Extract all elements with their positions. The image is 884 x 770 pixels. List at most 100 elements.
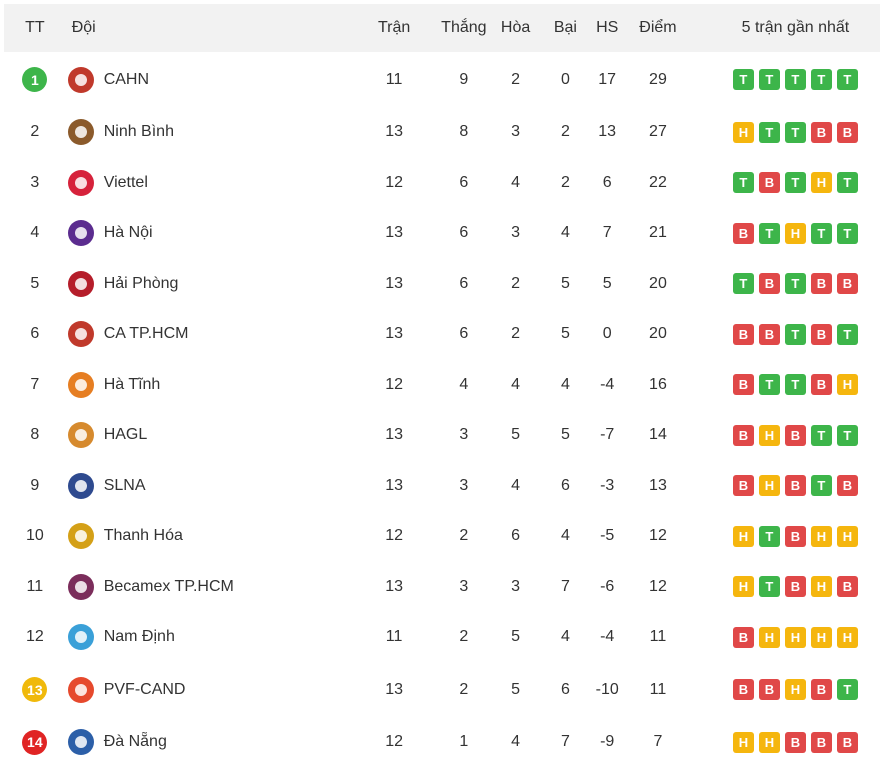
team-name[interactable]: Viettel xyxy=(103,173,148,191)
viettel-logo-icon xyxy=(67,169,94,196)
goal-difference-cell: -6 xyxy=(600,577,615,595)
points-cell: 29 xyxy=(649,70,667,88)
table-row[interactable]: 8 HAGL 13 3 5 5 -7 14 B H B T T xyxy=(4,410,880,461)
team-name[interactable]: Hà Nội xyxy=(103,224,153,241)
table-row[interactable]: 4 Hà Nội 13 6 3 4 7 21 B T H T T xyxy=(4,208,880,259)
logo-emblem xyxy=(74,378,87,391)
drawn-cell: 4 xyxy=(511,476,521,494)
team-cell[interactable]: Hải Phòng xyxy=(66,270,373,297)
table-row[interactable]: 5 Hải Phòng 13 6 2 5 5 20 T B T B B xyxy=(4,258,880,310)
rank-number: 9 xyxy=(30,476,40,494)
table-row[interactable]: 7 Hà Tĩnh 12 4 4 4 -4 16 B T T B H xyxy=(4,359,880,411)
rank-cell: 13 xyxy=(4,677,66,702)
thanh-hoa-logo-icon xyxy=(67,523,94,549)
becamex-logo-icon xyxy=(67,573,94,600)
played-cell: 13 xyxy=(385,577,403,595)
points-cell: 11 xyxy=(649,680,667,698)
points-cell: 20 xyxy=(649,274,667,292)
logo-emblem xyxy=(74,227,87,239)
form-result-badge: B xyxy=(784,525,806,547)
rank-badge: 1 xyxy=(22,67,48,92)
rank-cell: 14 xyxy=(4,729,66,755)
won-cell: 2 xyxy=(459,628,469,645)
table-row[interactable]: 6 CA TP.HCM 13 6 2 5 0 20 B B T B T xyxy=(4,309,880,360)
rank-badge: 13 xyxy=(22,677,48,702)
goal-difference-cell: 0 xyxy=(602,325,612,342)
team-cell[interactable]: HAGL xyxy=(66,422,373,448)
team-cell[interactable]: Hà Nội xyxy=(66,220,373,246)
form-result-badge: B xyxy=(784,731,806,753)
table-row[interactable]: 9 SLNA 13 3 4 6 -3 13 B H B T B xyxy=(4,460,880,512)
form-result-badge: B xyxy=(784,475,806,496)
form-result-badge: T xyxy=(784,323,806,345)
form-result-badge: B xyxy=(784,424,806,446)
team-name[interactable]: Hải Phòng xyxy=(103,274,179,292)
lost-cell: 5 xyxy=(560,274,570,292)
team-cell[interactable]: Đà Nẵng xyxy=(66,729,373,755)
team-cell[interactable]: SLNA xyxy=(66,472,373,499)
team-name[interactable]: SLNA xyxy=(103,476,146,494)
drawn-cell: 5 xyxy=(511,680,521,698)
team-name[interactable]: CAHN xyxy=(103,70,150,88)
pvf-cand-logo-icon xyxy=(67,676,94,703)
drawn-cell: 4 xyxy=(511,173,521,191)
table-row[interactable]: 12 Nam Định 11 2 5 4 -4 11 B H H H H xyxy=(4,612,880,663)
logo-emblem xyxy=(74,277,87,290)
team-cell[interactable]: Becamex TP.HCM xyxy=(66,573,373,600)
table-row[interactable]: 11 Becamex TP.HCM 13 3 3 7 -6 12 H T B H B xyxy=(4,561,880,613)
team-name[interactable]: Hà Tĩnh xyxy=(103,375,161,393)
rank-cell: 11 xyxy=(4,578,66,596)
team-name[interactable]: Nam Định xyxy=(103,628,175,645)
table-row[interactable]: 14 Đà Nẵng 12 1 4 7 -9 7 H H B B B xyxy=(4,717,880,767)
team-cell[interactable]: Viettel xyxy=(66,169,373,196)
ha-tinh-logo-icon xyxy=(67,371,94,398)
form-result-badge: B xyxy=(810,273,832,294)
drawn-cell: 3 xyxy=(511,224,521,241)
team-cell[interactable]: CAHN xyxy=(66,66,373,93)
form-result-badge: T xyxy=(810,222,832,244)
team-name[interactable]: Ninh Bình xyxy=(103,123,174,140)
rank-cell: 7 xyxy=(4,376,66,394)
drawn-cell: 6 xyxy=(511,527,521,544)
form-result-badge: T xyxy=(784,273,806,294)
team-cell[interactable]: CA TP.HCM xyxy=(66,321,373,347)
lost-cell: 5 xyxy=(560,426,570,443)
team-cell[interactable]: PVF-CAND xyxy=(66,676,373,703)
team-cell[interactable]: Nam Định xyxy=(66,624,373,650)
rank-number: 2 xyxy=(30,123,40,140)
team-cell[interactable]: Ninh Bình xyxy=(66,119,373,145)
won-cell: 3 xyxy=(459,426,469,443)
table-row[interactable]: 10 Thanh Hóa 12 2 6 4 -5 12 H T B H H xyxy=(4,511,880,562)
team-name[interactable]: PVF-CAND xyxy=(103,680,186,698)
goal-difference-cell: 7 xyxy=(602,224,612,241)
form-result-badge: B xyxy=(732,323,754,345)
team-cell[interactable]: Thanh Hóa xyxy=(66,523,373,549)
form-result-badge: H xyxy=(784,679,806,700)
team-name[interactable]: HAGL xyxy=(103,426,148,443)
form-result-badge: H xyxy=(836,525,858,547)
header-form: 5 trận gần nhất xyxy=(741,19,850,36)
form-result-badge: B xyxy=(732,374,754,395)
logo-emblem xyxy=(74,126,87,138)
logo-emblem xyxy=(74,328,87,340)
team-name[interactable]: Becamex TP.HCM xyxy=(103,577,234,595)
team-name[interactable]: Đà Nẵng xyxy=(103,733,167,750)
table-row[interactable]: 13 PVF-CAND 13 2 5 6 -10 11 B B H B T xyxy=(4,662,880,718)
won-cell: 9 xyxy=(459,70,469,88)
team-cell[interactable]: Hà Tĩnh xyxy=(66,371,373,398)
table-row[interactable]: 2 Ninh Bình 13 8 3 2 13 27 H T T B B xyxy=(4,107,880,158)
logo-emblem xyxy=(74,530,87,542)
rank-number: 11 xyxy=(26,577,44,595)
table-row[interactable]: 1 CAHN 11 9 2 0 17 29 T T T T T xyxy=(4,52,880,108)
team-name[interactable]: CA TP.HCM xyxy=(103,325,189,342)
form-result-badge: T xyxy=(836,172,858,193)
table-row[interactable]: 3 Viettel 12 6 4 2 6 22 T B T H T xyxy=(4,157,880,209)
won-cell: 3 xyxy=(459,476,469,494)
played-cell: 12 xyxy=(385,375,403,393)
lost-cell: 7 xyxy=(560,577,570,595)
team-name[interactable]: Thanh Hóa xyxy=(103,527,183,544)
da-nang-logo-icon xyxy=(67,729,94,755)
form-result-badge: T xyxy=(836,69,858,90)
form-result-badge: B xyxy=(732,475,754,496)
